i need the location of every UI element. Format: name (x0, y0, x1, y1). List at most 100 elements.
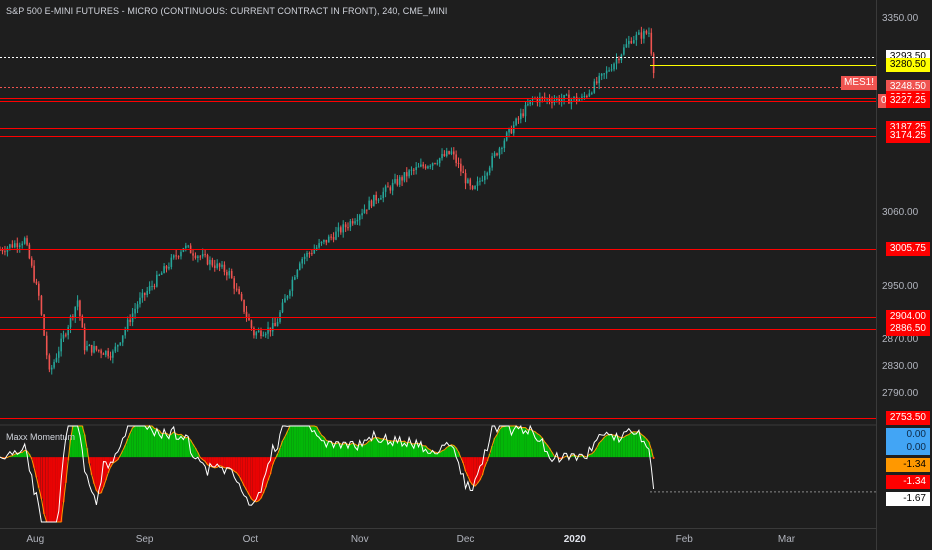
momentum-bar (74, 426, 77, 458)
momentum-bar (533, 431, 537, 458)
momentum-bar (436, 452, 439, 458)
candle-body (243, 299, 245, 312)
candle-body (340, 227, 342, 233)
candle-body (486, 172, 489, 176)
candle-body (250, 320, 253, 328)
momentum-bar (95, 457, 98, 491)
momentum-bar (259, 457, 263, 499)
momentum-bar (349, 444, 352, 458)
momentum-bar (365, 443, 368, 458)
candle-body (175, 255, 177, 257)
momentum-bar (283, 436, 287, 458)
momentum-bar (114, 457, 117, 462)
candle-body (286, 295, 289, 299)
momentum-bar (102, 457, 105, 487)
candle-body (448, 151, 450, 154)
momentum-bar (452, 445, 455, 458)
momentum-bar (342, 444, 345, 458)
momentum-bar (382, 438, 385, 458)
momentum-bar (607, 434, 611, 458)
candle-body (325, 239, 328, 243)
candle-body (4, 251, 6, 253)
candle-body (583, 96, 586, 98)
momentum-bar (524, 427, 527, 458)
candle-body (320, 241, 323, 244)
momentum-bar (179, 434, 183, 458)
momentum-bar (57, 457, 60, 522)
candle-body (603, 73, 605, 75)
candle-body (281, 302, 284, 313)
candle-body (484, 175, 486, 181)
candle-body (216, 263, 218, 269)
time-axis-label: Feb (675, 534, 693, 545)
candle-body (595, 81, 598, 84)
momentum-bar (363, 444, 366, 458)
momentum-bar (356, 445, 359, 458)
momentum-bar (167, 435, 171, 458)
momentum-bar (486, 457, 489, 461)
indicator-value-tag: 0.00 (886, 428, 930, 442)
candle-body (28, 244, 31, 259)
momentum-bar (625, 435, 628, 458)
candle-body (199, 256, 202, 258)
momentum-bar (104, 457, 108, 481)
momentum-bar (403, 441, 406, 458)
candle-body (65, 334, 67, 336)
momentum-bar (245, 457, 248, 490)
candle-body (129, 319, 131, 323)
candle-body (11, 244, 14, 248)
symbol-price-tag: MES1! (841, 76, 878, 90)
price-level-tag: 2886.50 (885, 322, 930, 337)
candle-body (615, 58, 618, 64)
momentum-bar (590, 453, 594, 458)
time-axis-label: Dec (456, 534, 475, 545)
momentum-bar (431, 451, 434, 458)
momentum-bar (405, 443, 408, 458)
candle-body (368, 200, 370, 210)
momentum-bar (252, 457, 256, 502)
candle-body (30, 258, 33, 266)
candle-body (469, 179, 472, 186)
momentum-bar (640, 434, 643, 458)
momentum-bar (291, 426, 294, 458)
candle-body (74, 306, 77, 317)
candle-body (462, 171, 464, 174)
candle-body (156, 274, 158, 287)
time-axis-label: Aug (26, 534, 45, 545)
candle-body (139, 297, 141, 305)
momentum-bar (454, 447, 458, 458)
momentum-bar (488, 454, 491, 458)
candle-body (1, 249, 4, 252)
candle-body (172, 255, 175, 258)
candle-body (391, 182, 394, 191)
price-level-tag: 3227.25 (885, 93, 930, 108)
momentum-bar (412, 444, 416, 458)
momentum-bar (230, 457, 233, 470)
candle-body (330, 236, 332, 238)
candle-body (560, 99, 563, 103)
momentum-bar (37, 457, 40, 488)
momentum-bar (162, 433, 166, 458)
momentum-bar (138, 426, 142, 458)
momentum-bar (433, 452, 437, 458)
momentum-bar (78, 426, 82, 458)
momentum-bar (457, 451, 460, 458)
candle-body (605, 70, 608, 74)
candle-body (69, 316, 72, 328)
momentum-bar (503, 426, 506, 458)
momentum-bar (211, 457, 214, 467)
momentum-bar (42, 457, 46, 515)
candle-body (323, 239, 325, 242)
candle-body (60, 338, 62, 352)
momentum-bar (615, 435, 618, 458)
candle-body (116, 344, 119, 347)
time-axis-label: Sep (135, 534, 154, 545)
candle-body (354, 221, 356, 224)
candle-body (143, 292, 146, 295)
momentum-bar (228, 457, 231, 469)
momentum-bar (293, 426, 297, 458)
candle-body (396, 179, 399, 185)
momentum-bar (627, 434, 631, 458)
